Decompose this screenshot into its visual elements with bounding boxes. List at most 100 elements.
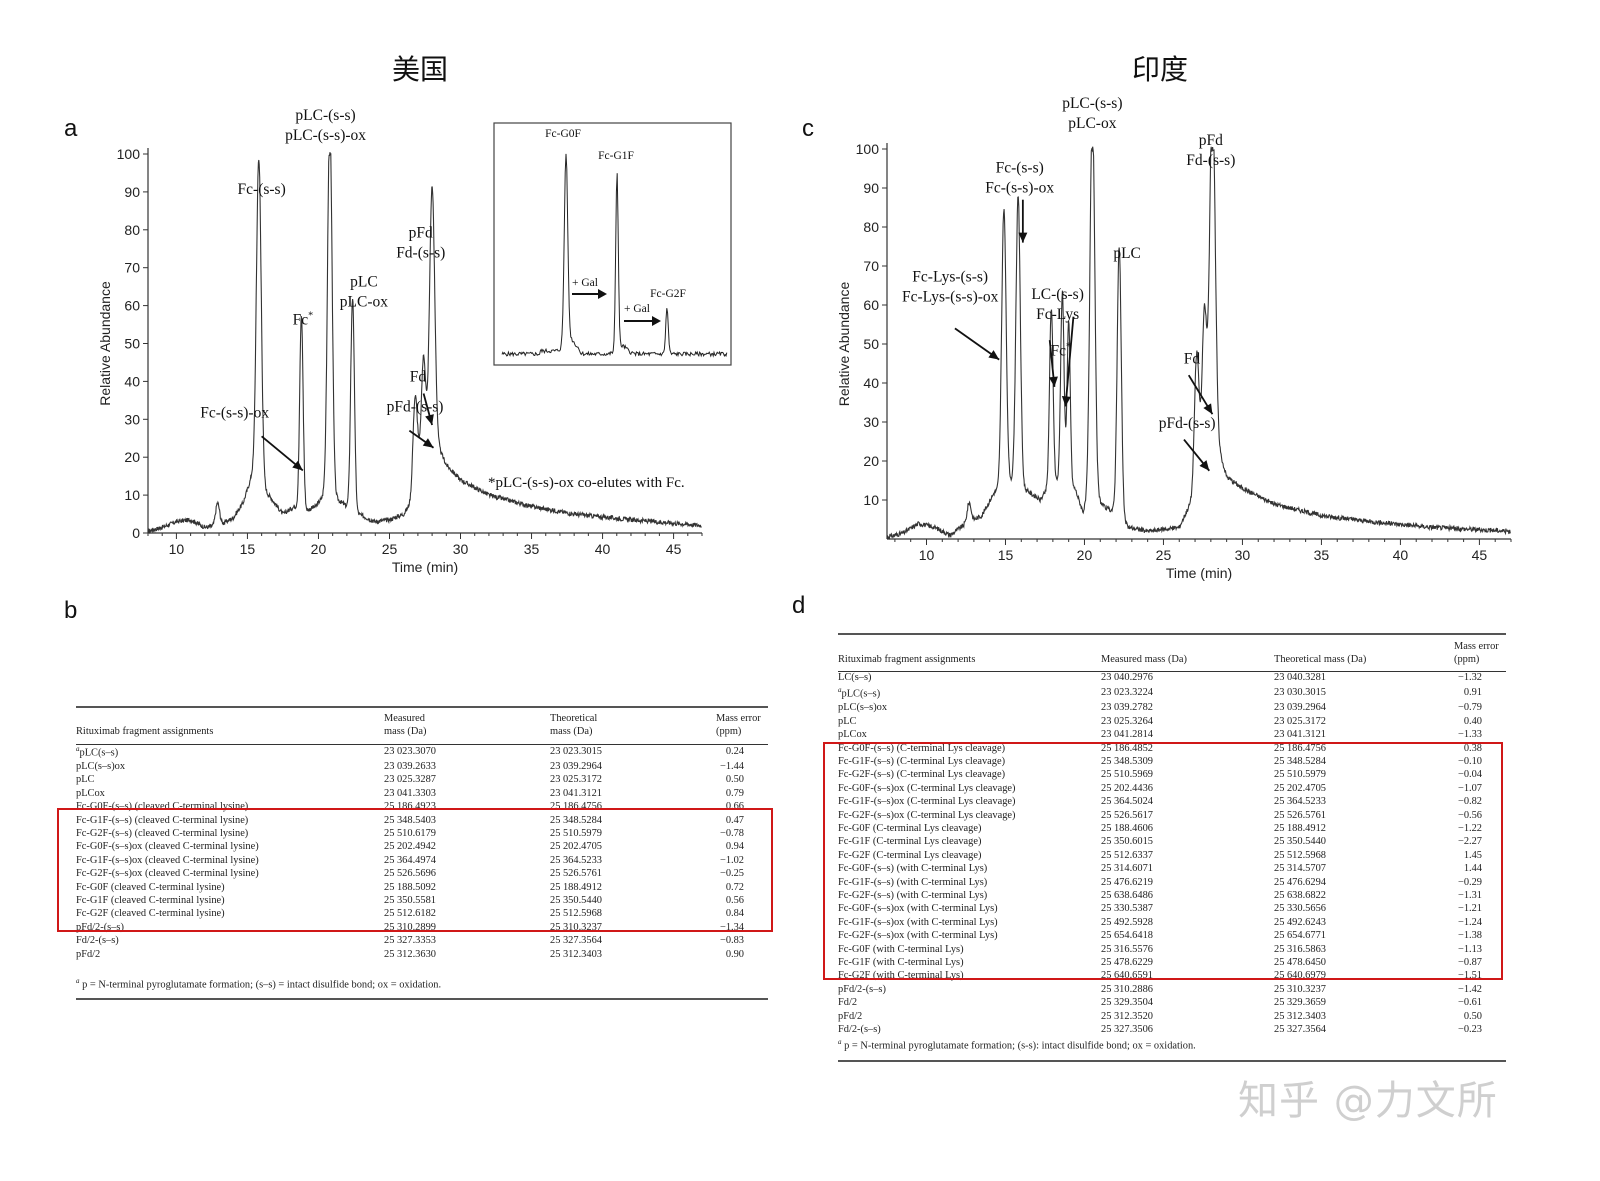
table-row: pLC(s–s)ox 23 039.2782 23 039.2964 −0.79 [838,701,1506,714]
table-b-cell: 0.94 [725,841,744,853]
table-d-cell: Fc-G2F-(s–s) (with C-terminal Lys) [838,889,988,901]
peak-label: Fc* [1051,342,1072,360]
table-d-cell: 25 312.3520 [1101,1010,1153,1022]
inset-gal-label: + Gal [572,277,598,289]
table-d-cell: −1.38 [1457,930,1482,942]
y-tick-label: 40 [863,375,879,391]
table-d-cell: pFd/2 [838,1010,863,1022]
table-b-cell: 25 327.3564 [550,935,602,947]
table-b-cell: 25 202.4942 [384,841,436,853]
table-d-cell: −1.13 [1457,943,1482,955]
table-d-cell: −0.87 [1457,957,1482,968]
y-axis-label: Relative Abundance [97,281,113,406]
table-d-cell: 25 310.3237 [1274,983,1326,995]
table-d-cell: 25 202.4436 [1101,782,1153,794]
table-row: Fd/2-(s–s) 25 327.3506 25 327.3564 −0.23 [838,1023,1506,1036]
table-d-cell: 23 041.2814 [1101,729,1153,741]
table-d-cell: Fc-G0F (C-terminal Lys cleavage) [838,822,982,834]
inset-peak-label: Fc-G2F [650,288,686,300]
table-b-highlight-box [57,808,773,932]
x-axis-label: Time (min) [392,559,458,575]
header-india: 印度 [1132,53,1189,86]
table-d-cell: 25 492.6243 [1274,916,1326,928]
table-b-cell: −1.34 [719,921,744,933]
table-row: pLCox 23 041.3303 23 041.3121 0.79 [76,787,768,800]
table-d-cell: 1.44 [1463,863,1482,875]
footnote-marker: a [76,745,80,753]
table-d-cell: −1.51 [1457,970,1482,982]
table-d-cell: Fc-G2F (with C-terminal Lys) [838,970,964,982]
peak-label: Fc-(s-s) [996,159,1044,176]
table-d-cell: 25 188.4912 [1274,822,1326,834]
inset-trace [501,153,728,358]
table-b-cell: 23 025.3287 [384,774,436,786]
table-d-cell: −1.42 [1457,983,1482,995]
peak-label: Fc-Lys [1036,306,1079,323]
table-d-cell: 23 025.3264 [1101,715,1153,727]
table-d-cell: Fc-G0F (with C-terminal Lys) [838,943,964,955]
table-b-cell: Fc-G0F (cleaved C-terminal lysine) [76,881,225,893]
table-row: Fd/2 25 329.3504 25 329.3659 −0.61 [838,996,1506,1009]
table-b: Rituximab fragment assignments Measured ma… [76,712,768,961]
peak-label: pLC-ox [1068,115,1116,132]
table-b-cell: pLCox [76,787,105,799]
footnote-marker-d: a [838,1038,842,1046]
table-row: pFd/2 25 312.3630 25 312.3403 0.90 [76,948,768,961]
x-tick-label: 45 [666,541,682,557]
table-b-cell: Fc-G0F-(s–s)ox (cleaved C-terminal lysin… [76,841,259,853]
table-d-cell: 25 638.6486 [1101,889,1153,901]
table-d-header-1: Measured mass (Da) [1101,654,1187,665]
peak-label: Fc-(s-s) [238,181,286,198]
peak-label: pFd-(s-s) [387,399,444,416]
table-d-cell: 25 186.4756 [1274,742,1326,754]
table-d-cell: 25 330.5387 [1101,903,1153,915]
table-b-header-rule [76,744,768,745]
table-d-cell: 1.45 [1463,849,1482,861]
table-row: Fc-G1F (with C-terminal Lys) 25 478.6229 2… [838,956,1506,969]
peak-label: Fc-(s-s)-ox [200,404,269,421]
header-usa: 美国 [392,53,449,86]
table-d-cell: 25 654.6771 [1274,930,1326,942]
table-row: apLC(s–s) 23 023.3224 23 030.3015 0.91 [838,684,1506,701]
inset-arrow-head [652,316,661,326]
table-d-cell: 25 512.5968 [1274,849,1326,861]
x-tick-label: 15 [240,541,256,557]
table-d-footnote-text: p = N-terminal pyroglutamate formation; … [844,1040,1196,1052]
chromatogram-india: 10 15 20 25 30 35 40 45 10 20 30 40 50 60 70 80 90 100 Tim… [836,95,1512,581]
table-d-cell: 25 310.2886 [1101,983,1153,995]
table-d-cell: 25 350.5440 [1274,836,1326,848]
table-d-cell: 25 314.6071 [1101,863,1153,875]
table-d-cell: 25 526.5761 [1274,809,1326,821]
x-tick-label: 40 [595,541,611,557]
inset-arrow-head [598,289,607,299]
peak-label: pFd-(s-s) [1159,415,1216,432]
y-tick-label: 30 [124,411,140,427]
table-b-cell: 25 350.5581 [384,894,436,906]
panel-letter-c: c [802,115,814,142]
y-tick-label: 100 [856,141,880,157]
table-row: Fc-G2F-(s–s)ox (with C-terminal Lys) 25 6… [838,929,1506,942]
table-d-cell: Fc-G1F (with C-terminal Lys) [838,957,964,968]
table-b-cell: 0.56 [725,894,744,906]
table-row: pLC(s–s)ox 23 039.2633 23 039.2964 −1.44 [76,760,768,773]
table-d-cell: 25 640.6979 [1274,970,1326,982]
table-d-cell: −1.31 [1457,889,1482,901]
inset-peak-label: Fc-G1F [598,150,634,162]
table-d-header-2: Theoretical mass (Da) [1274,654,1367,665]
table-b-cell: 25 364.5233 [550,854,602,866]
y-tick-label: 0 [132,525,140,541]
y-tick-label: 80 [124,222,140,238]
table-d-cell: −0.82 [1457,796,1482,808]
annotation-arrow-head [292,460,303,471]
table-d-cell: Fc-G2F-(s–s)ox (with C-terminal Lys) [838,930,998,942]
y-tick-label: 90 [124,184,140,200]
x-tick-label: 35 [1314,547,1330,563]
table-d-cell: Fc-G0F-(s–s)ox (with C-terminal Lys) [838,903,998,915]
annotation-arrow [1064,316,1075,407]
table-d-cell: Fc-G1F-(s–s) (with C-terminal Lys) [838,876,988,888]
table-d-cell: −0.61 [1457,997,1482,1009]
table-d-cell: 25 312.3403 [1274,1010,1326,1022]
table-d-cell: 23 040.2976 [1101,672,1153,683]
annotation-arrow-head [1018,232,1028,243]
x-tick-label: 40 [1393,547,1409,563]
